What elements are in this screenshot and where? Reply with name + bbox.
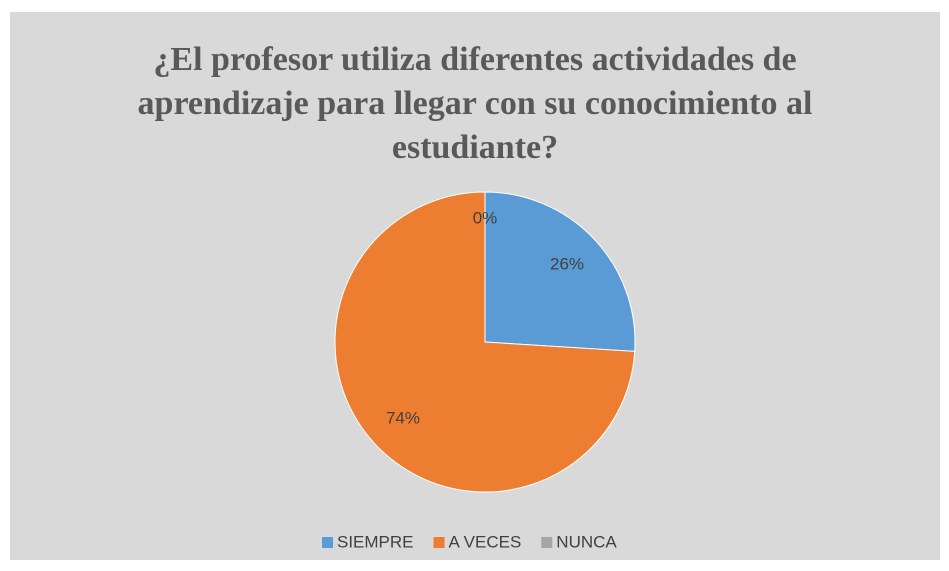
- data-label: 26%: [550, 254, 584, 273]
- legend-swatch: [541, 537, 553, 548]
- legend-label: A VECES: [449, 532, 522, 551]
- legend-label: NUNCA: [556, 532, 617, 551]
- data-label: 0%: [473, 208, 498, 227]
- legend-label: SIEMPRE: [337, 532, 414, 551]
- data-label: 74%: [386, 408, 420, 427]
- legend-swatch: [322, 537, 333, 548]
- chart-title: ¿El profesor utiliza diferentes activida…: [137, 41, 813, 166]
- pie-slice: [484, 191, 636, 352]
- legend-swatch: [433, 537, 445, 548]
